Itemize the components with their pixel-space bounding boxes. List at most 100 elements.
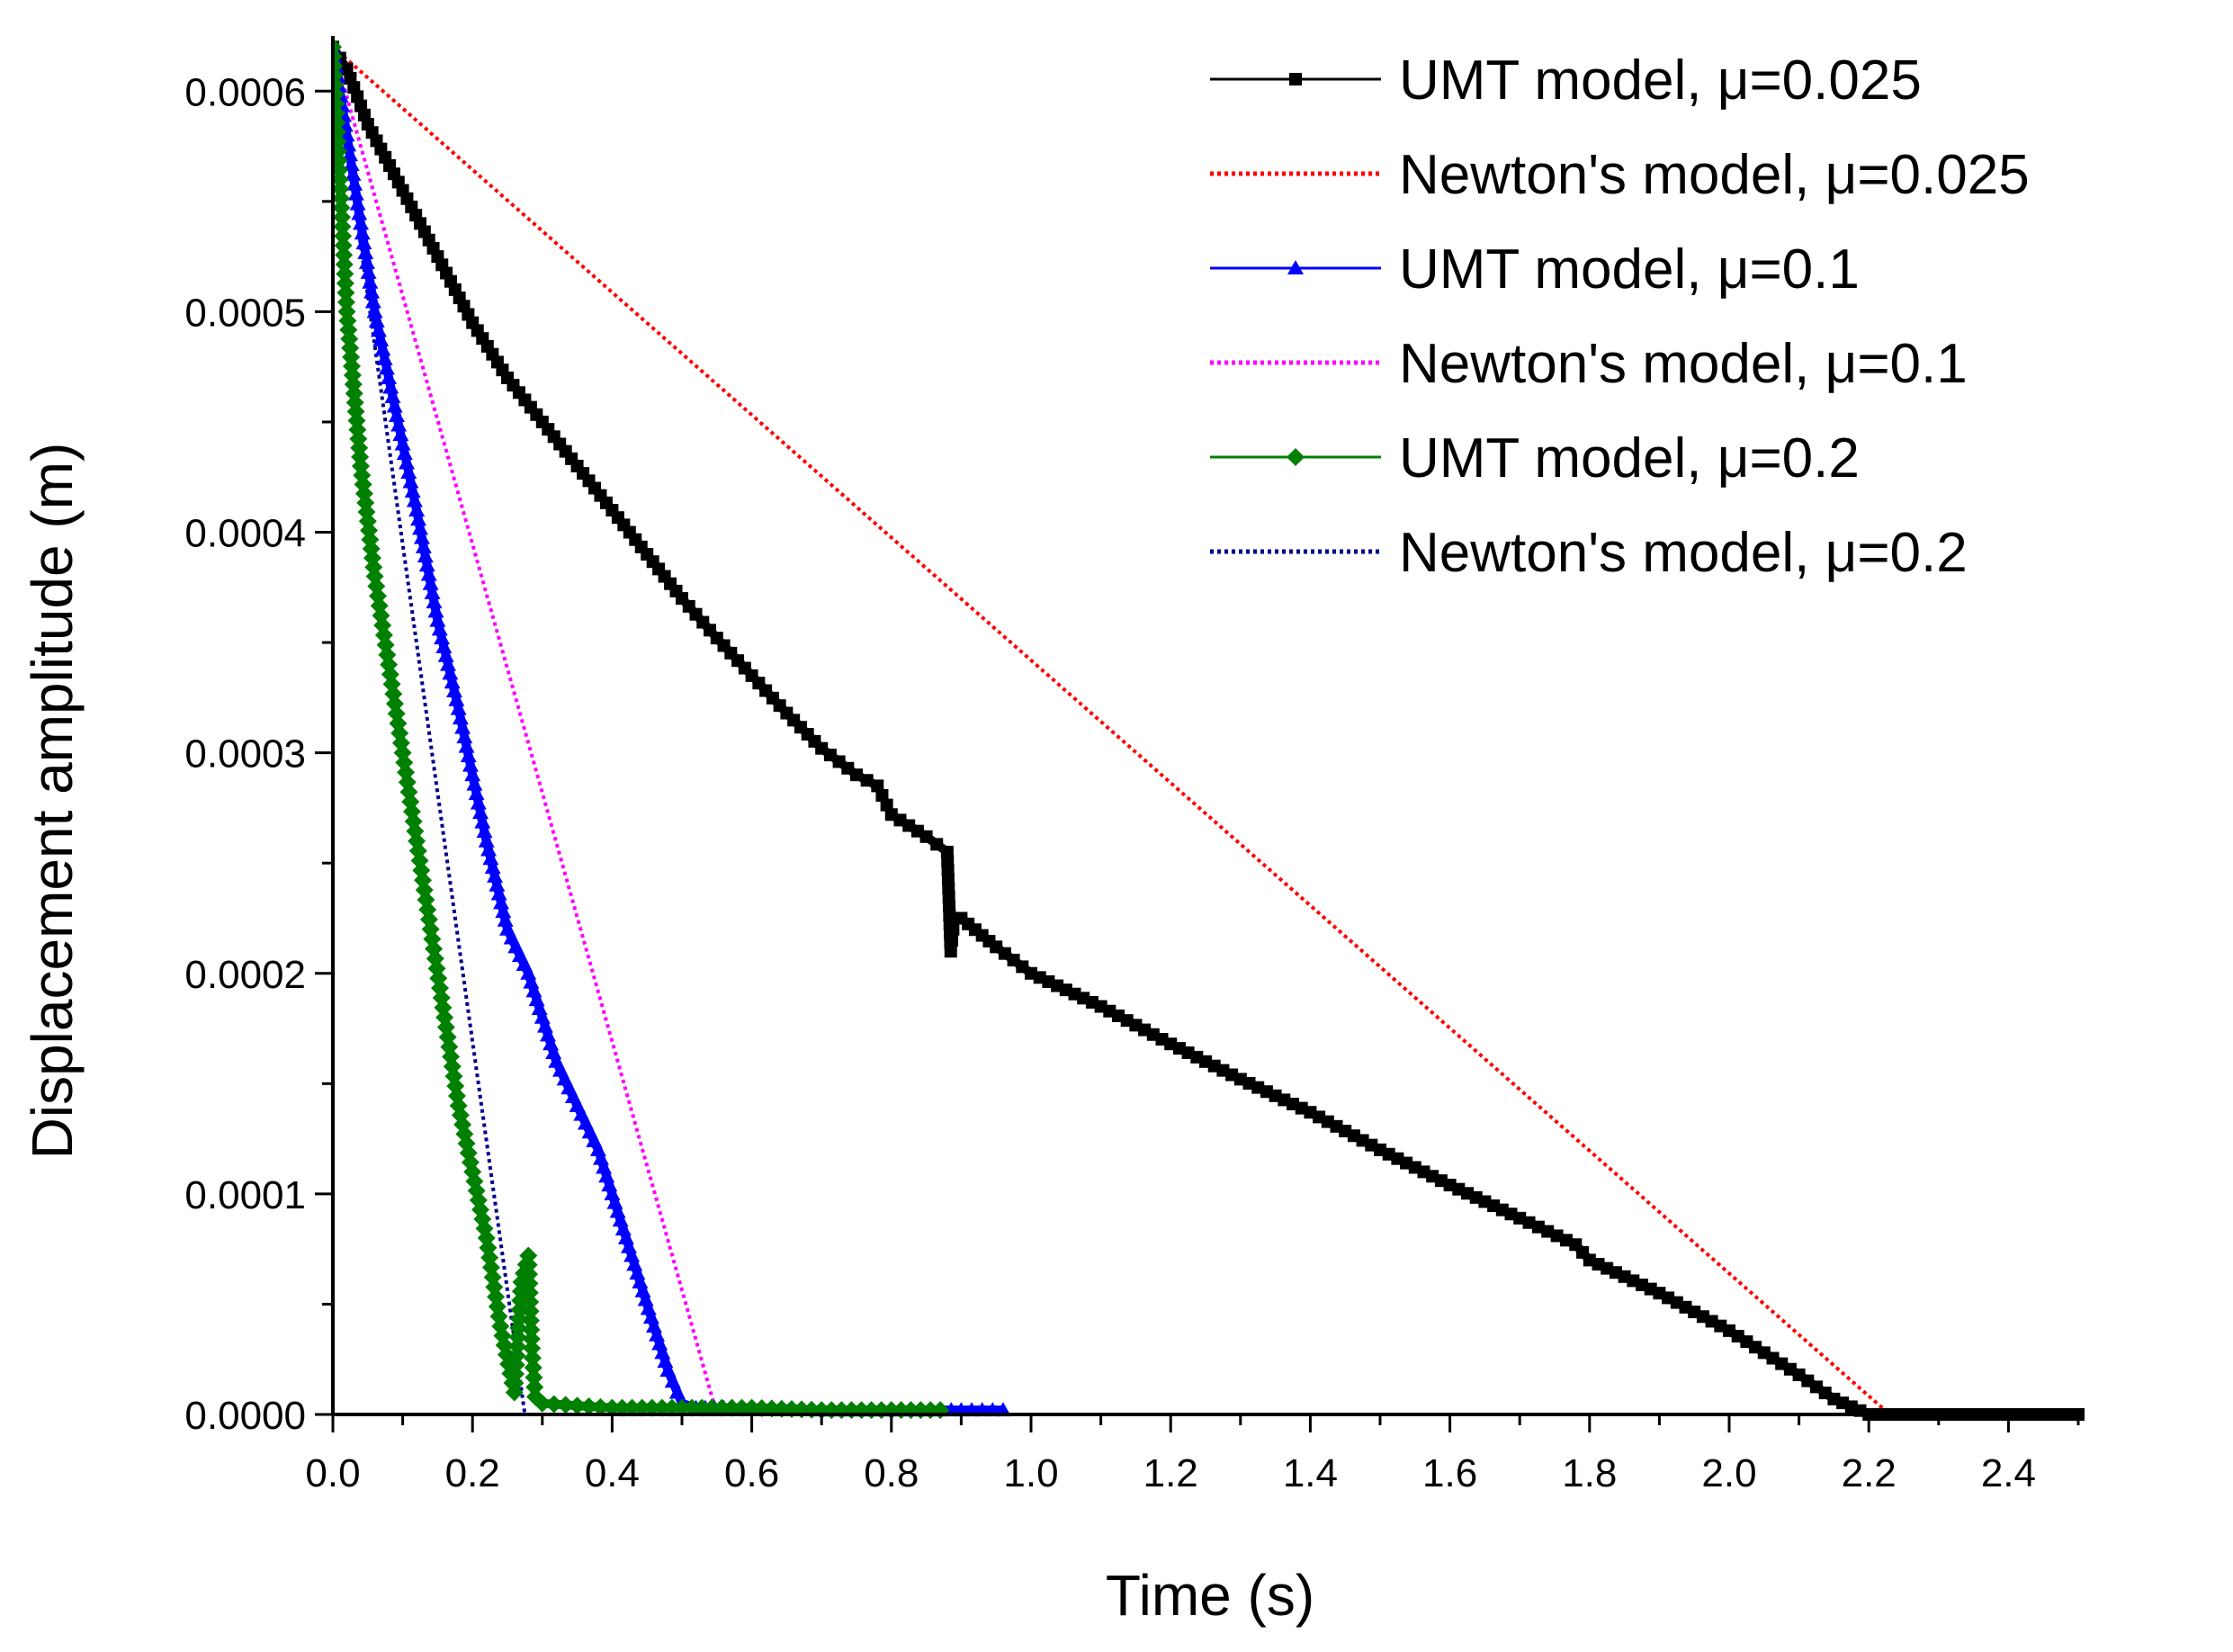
series-point <box>871 779 884 793</box>
series-point <box>629 1265 646 1280</box>
x-tick-label: 2.4 <box>1981 1451 2036 1495</box>
series-point <box>693 1398 712 1417</box>
series-point <box>523 1349 542 1368</box>
series-point <box>399 454 416 470</box>
series-point <box>944 945 957 958</box>
series-point <box>752 1398 771 1417</box>
series-point <box>545 1045 562 1060</box>
series-point <box>495 903 512 919</box>
series-point <box>489 876 506 892</box>
y-axis-ticks: 0.0000 0.0001 0.0002 0.0003 0.0004 0.0005 0.00… <box>184 70 333 1438</box>
series-point <box>531 1000 548 1015</box>
series-point <box>392 426 409 441</box>
legend-marker <box>1289 73 1302 85</box>
series-point <box>474 813 491 829</box>
y-tick-label: 0.0004 <box>184 512 306 556</box>
series-point <box>431 621 448 636</box>
series-point <box>673 1398 691 1417</box>
series-point <box>435 638 453 653</box>
series-point <box>446 683 463 698</box>
series-5 <box>333 38 950 1420</box>
series-point <box>634 1282 651 1297</box>
series-point <box>340 137 357 152</box>
series-point <box>478 832 495 848</box>
series-point <box>355 235 372 250</box>
series-point <box>370 322 387 337</box>
series-point <box>713 1398 731 1417</box>
series-point <box>412 520 428 535</box>
series-point <box>540 1027 557 1042</box>
series-point <box>404 482 421 498</box>
series-point <box>652 1398 671 1417</box>
series-point <box>493 894 510 910</box>
series-point <box>626 1256 643 1271</box>
series-point <box>341 147 358 162</box>
series-point <box>649 1326 666 1342</box>
series-1 <box>333 40 2085 1421</box>
series-point <box>333 208 351 227</box>
series-point <box>536 1018 553 1033</box>
y-tick-label: 0.0003 <box>184 732 306 777</box>
series-point <box>598 1168 615 1183</box>
legend-label: UMT model, μ=0.2 <box>1399 427 1860 489</box>
series-point <box>468 786 485 801</box>
series-point <box>354 225 371 240</box>
x-tick-label: 1.4 <box>1283 1451 1338 1495</box>
series-line <box>333 47 682 1416</box>
series-point <box>544 1395 563 1414</box>
axes <box>331 36 2078 1416</box>
legend-label: UMT model, μ=0.025 <box>1399 49 1922 112</box>
series-point <box>376 350 393 365</box>
series-point <box>440 656 457 671</box>
x-tick-label: 1.0 <box>1003 1451 1058 1495</box>
series-point <box>604 1185 621 1200</box>
series-point <box>497 911 514 927</box>
series-point <box>659 1361 677 1377</box>
y-tick-label: 0.0006 <box>184 70 306 114</box>
legend-label: Newton's model, μ=0.1 <box>1399 333 1968 395</box>
series-point <box>683 1398 702 1417</box>
series-point <box>525 1378 544 1396</box>
series-point <box>446 1077 465 1096</box>
series-point <box>353 215 370 230</box>
y-tick-label: 0.0002 <box>184 953 306 997</box>
series-point <box>632 1398 651 1417</box>
series-point <box>525 1368 543 1387</box>
x-axis-title: Time (s) <box>1106 1563 1314 1628</box>
series-point <box>662 1398 681 1417</box>
series-point <box>556 1396 575 1414</box>
series-point <box>466 776 483 791</box>
series-point <box>452 710 469 725</box>
series-point <box>406 492 423 507</box>
y-tick-label: 0.0001 <box>184 1173 306 1217</box>
series-point <box>378 360 395 375</box>
x-tick-label: 1.6 <box>1422 1451 1477 1495</box>
series-point <box>613 1398 632 1417</box>
legend-entry: Newton's model, μ=0.1 <box>1210 333 1968 395</box>
series-point <box>349 195 366 211</box>
series-point <box>657 1353 674 1369</box>
series-point <box>592 1150 609 1165</box>
series-point <box>601 1177 618 1192</box>
series-point <box>621 1238 638 1253</box>
x-tick-label: 0.4 <box>585 1451 640 1495</box>
series-point <box>384 388 401 403</box>
series-point <box>722 1398 741 1417</box>
x-tick-label: 0.0 <box>305 1451 360 1495</box>
series-point <box>424 584 441 599</box>
y-axis-title: Displacement amplitude (m) <box>20 443 85 1160</box>
y-tick-label: 0.0000 <box>184 1394 306 1438</box>
series-point <box>345 166 362 181</box>
series-point <box>632 1273 649 1288</box>
x-tick-label: 1.2 <box>1143 1451 1198 1495</box>
series-point <box>528 992 545 1007</box>
series-point <box>579 1397 598 1416</box>
series-point <box>362 274 379 289</box>
series-point <box>450 700 467 715</box>
y-tick-label: 0.0005 <box>184 291 306 335</box>
series-point <box>860 774 874 787</box>
series-point <box>366 303 383 319</box>
series-point <box>534 1009 551 1024</box>
series-point <box>388 407 405 422</box>
series-point <box>434 630 451 645</box>
